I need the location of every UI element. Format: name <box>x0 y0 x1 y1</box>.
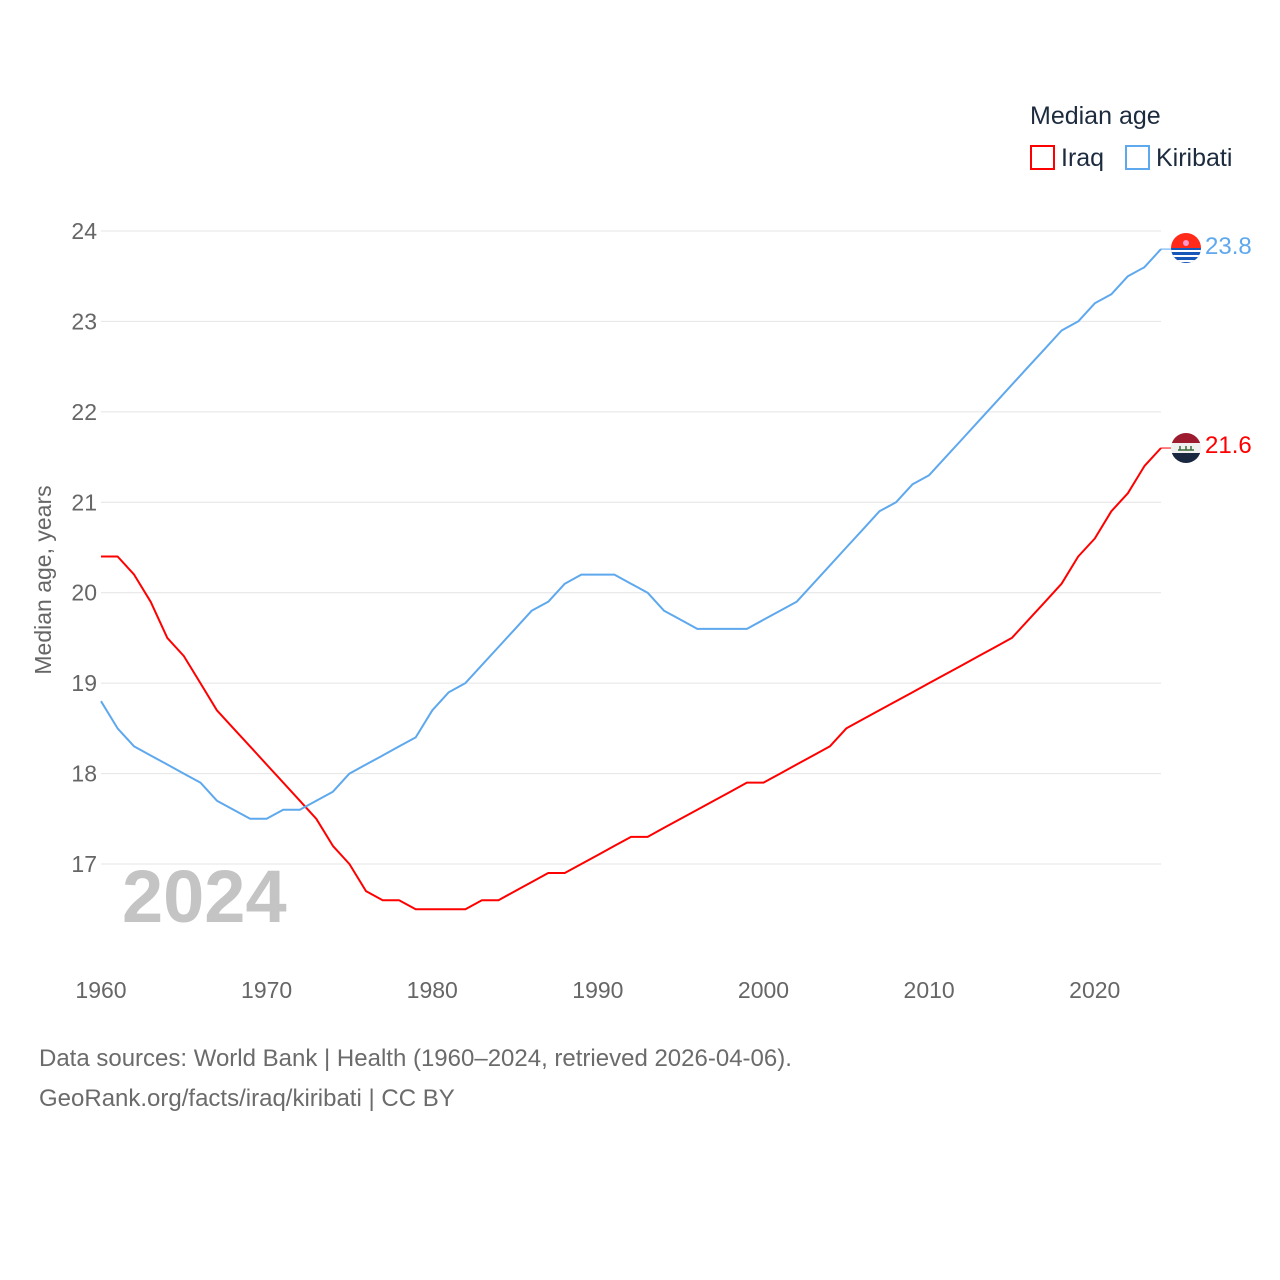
kiribati-flag-icon <box>1171 233 1201 263</box>
x-tick-label: 2020 <box>1069 977 1120 1003</box>
y-tick-label: 22 <box>71 399 97 425</box>
y-tick-label: 23 <box>71 308 97 334</box>
legend-title: Median age <box>1030 102 1161 130</box>
kiribati-end-label: 23.8 <box>1205 233 1252 260</box>
legend-label-kiribati: Kiribati <box>1156 144 1232 172</box>
x-tick-label: 1970 <box>241 977 292 1003</box>
y-tick-label: 24 <box>71 218 97 244</box>
year-watermark: 2024 <box>122 855 287 938</box>
y-tick-label: 20 <box>71 580 97 606</box>
x-tick-label: 1980 <box>407 977 458 1003</box>
data-sources: Data sources: World Bank | Health (1960–… <box>39 1045 792 1072</box>
legend-item-kiribati[interactable]: Kiribati <box>1125 144 1232 172</box>
credit-link[interactable]: GeoRank.org/facts/iraq/kiribati | CC BY <box>39 1085 455 1112</box>
x-tick-label: 2000 <box>738 977 789 1003</box>
legend-label-iraq: Iraq <box>1061 144 1104 172</box>
x-tick-label: 2010 <box>904 977 955 1003</box>
x-tick-label: 1960 <box>75 977 126 1003</box>
y-axis-label: Median age, years <box>30 485 56 674</box>
y-tick-label: 17 <box>71 851 97 877</box>
y-tick-label: 21 <box>71 489 97 515</box>
series-line-iraq[interactable] <box>101 447 1162 911</box>
iraq-flag-icon <box>1171 433 1201 463</box>
legend-item-iraq[interactable]: Iraq <box>1030 144 1104 172</box>
y-tick-label: 19 <box>71 670 97 696</box>
y-tick-label: 18 <box>71 761 97 787</box>
legend-swatch-kiribati <box>1125 145 1150 170</box>
x-tick-label: 1990 <box>572 977 623 1003</box>
series-line-kiribati[interactable] <box>100 248 1162 820</box>
iraq-end-label: 21.6 <box>1205 432 1252 459</box>
legend-swatch-iraq <box>1030 145 1055 170</box>
